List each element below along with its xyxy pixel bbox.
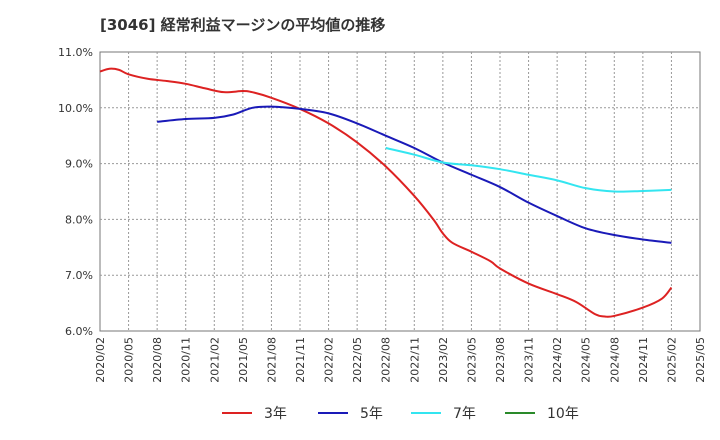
series-line-7年	[385, 147, 672, 193]
x-tick-label: 2023/02	[437, 337, 450, 383]
x-tick-label: 2020/11	[180, 337, 193, 383]
series-line-3年	[99, 67, 673, 318]
x-tick-label: 2022/05	[351, 337, 364, 383]
x-tick-label: 2021/11	[294, 337, 307, 383]
x-tick-label: 2020/02	[94, 337, 107, 383]
legend-label: 7年	[453, 406, 476, 422]
x-tick-label: 2020/08	[151, 337, 164, 383]
x-tick-label: 2025/02	[665, 337, 678, 383]
legend: 3年 5年 7年 10年	[222, 406, 579, 422]
legend-label: 3年	[264, 406, 287, 422]
plot-area	[99, 51, 701, 332]
x-tick-label: 2023/08	[494, 337, 507, 383]
x-tick-label: 2023/11	[523, 337, 536, 383]
y-tick-label: 8.0%	[65, 213, 93, 226]
x-tick-label: 2024/02	[551, 337, 564, 383]
x-tick-label: 2023/05	[465, 337, 478, 383]
y-tick-label: 10.0%	[58, 102, 93, 115]
x-tick-label: 2022/02	[323, 337, 336, 383]
x-tick-label: 2020/05	[123, 337, 136, 383]
x-tick-label: 2024/11	[637, 337, 650, 383]
x-tick-label: 2022/11	[408, 337, 421, 383]
legend-label: 5年	[360, 406, 383, 422]
x-tick-label: 2024/05	[580, 337, 593, 383]
series-lines	[99, 67, 673, 318]
y-tick-label: 7.0%	[65, 269, 93, 282]
x-tick-label: 2021/05	[237, 337, 250, 383]
y-tick-label: 11.0%	[58, 46, 93, 59]
y-tick-label: 9.0%	[65, 158, 93, 171]
y-tick-label: 6.0%	[65, 325, 93, 338]
x-tick-label: 2022/08	[380, 337, 393, 383]
series-line-5年	[157, 105, 672, 244]
x-tick-label: 2024/08	[608, 337, 621, 383]
x-tick-label: 2021/02	[208, 337, 221, 383]
x-tick-label: 2025/05	[694, 337, 707, 383]
legend-label: 10年	[547, 406, 579, 422]
x-tick-label: 2021/08	[265, 337, 278, 383]
y-axis-ticks: 6.0% 7.0% 8.0% 9.0% 10.0% 11.0%	[58, 46, 93, 338]
x-axis-ticks: 2020/02 2020/05 2020/08 2020/11 2021/02 2021/…	[94, 337, 707, 383]
chart-title: [3046] 経常利益マージンの平均値の推移	[100, 16, 386, 34]
